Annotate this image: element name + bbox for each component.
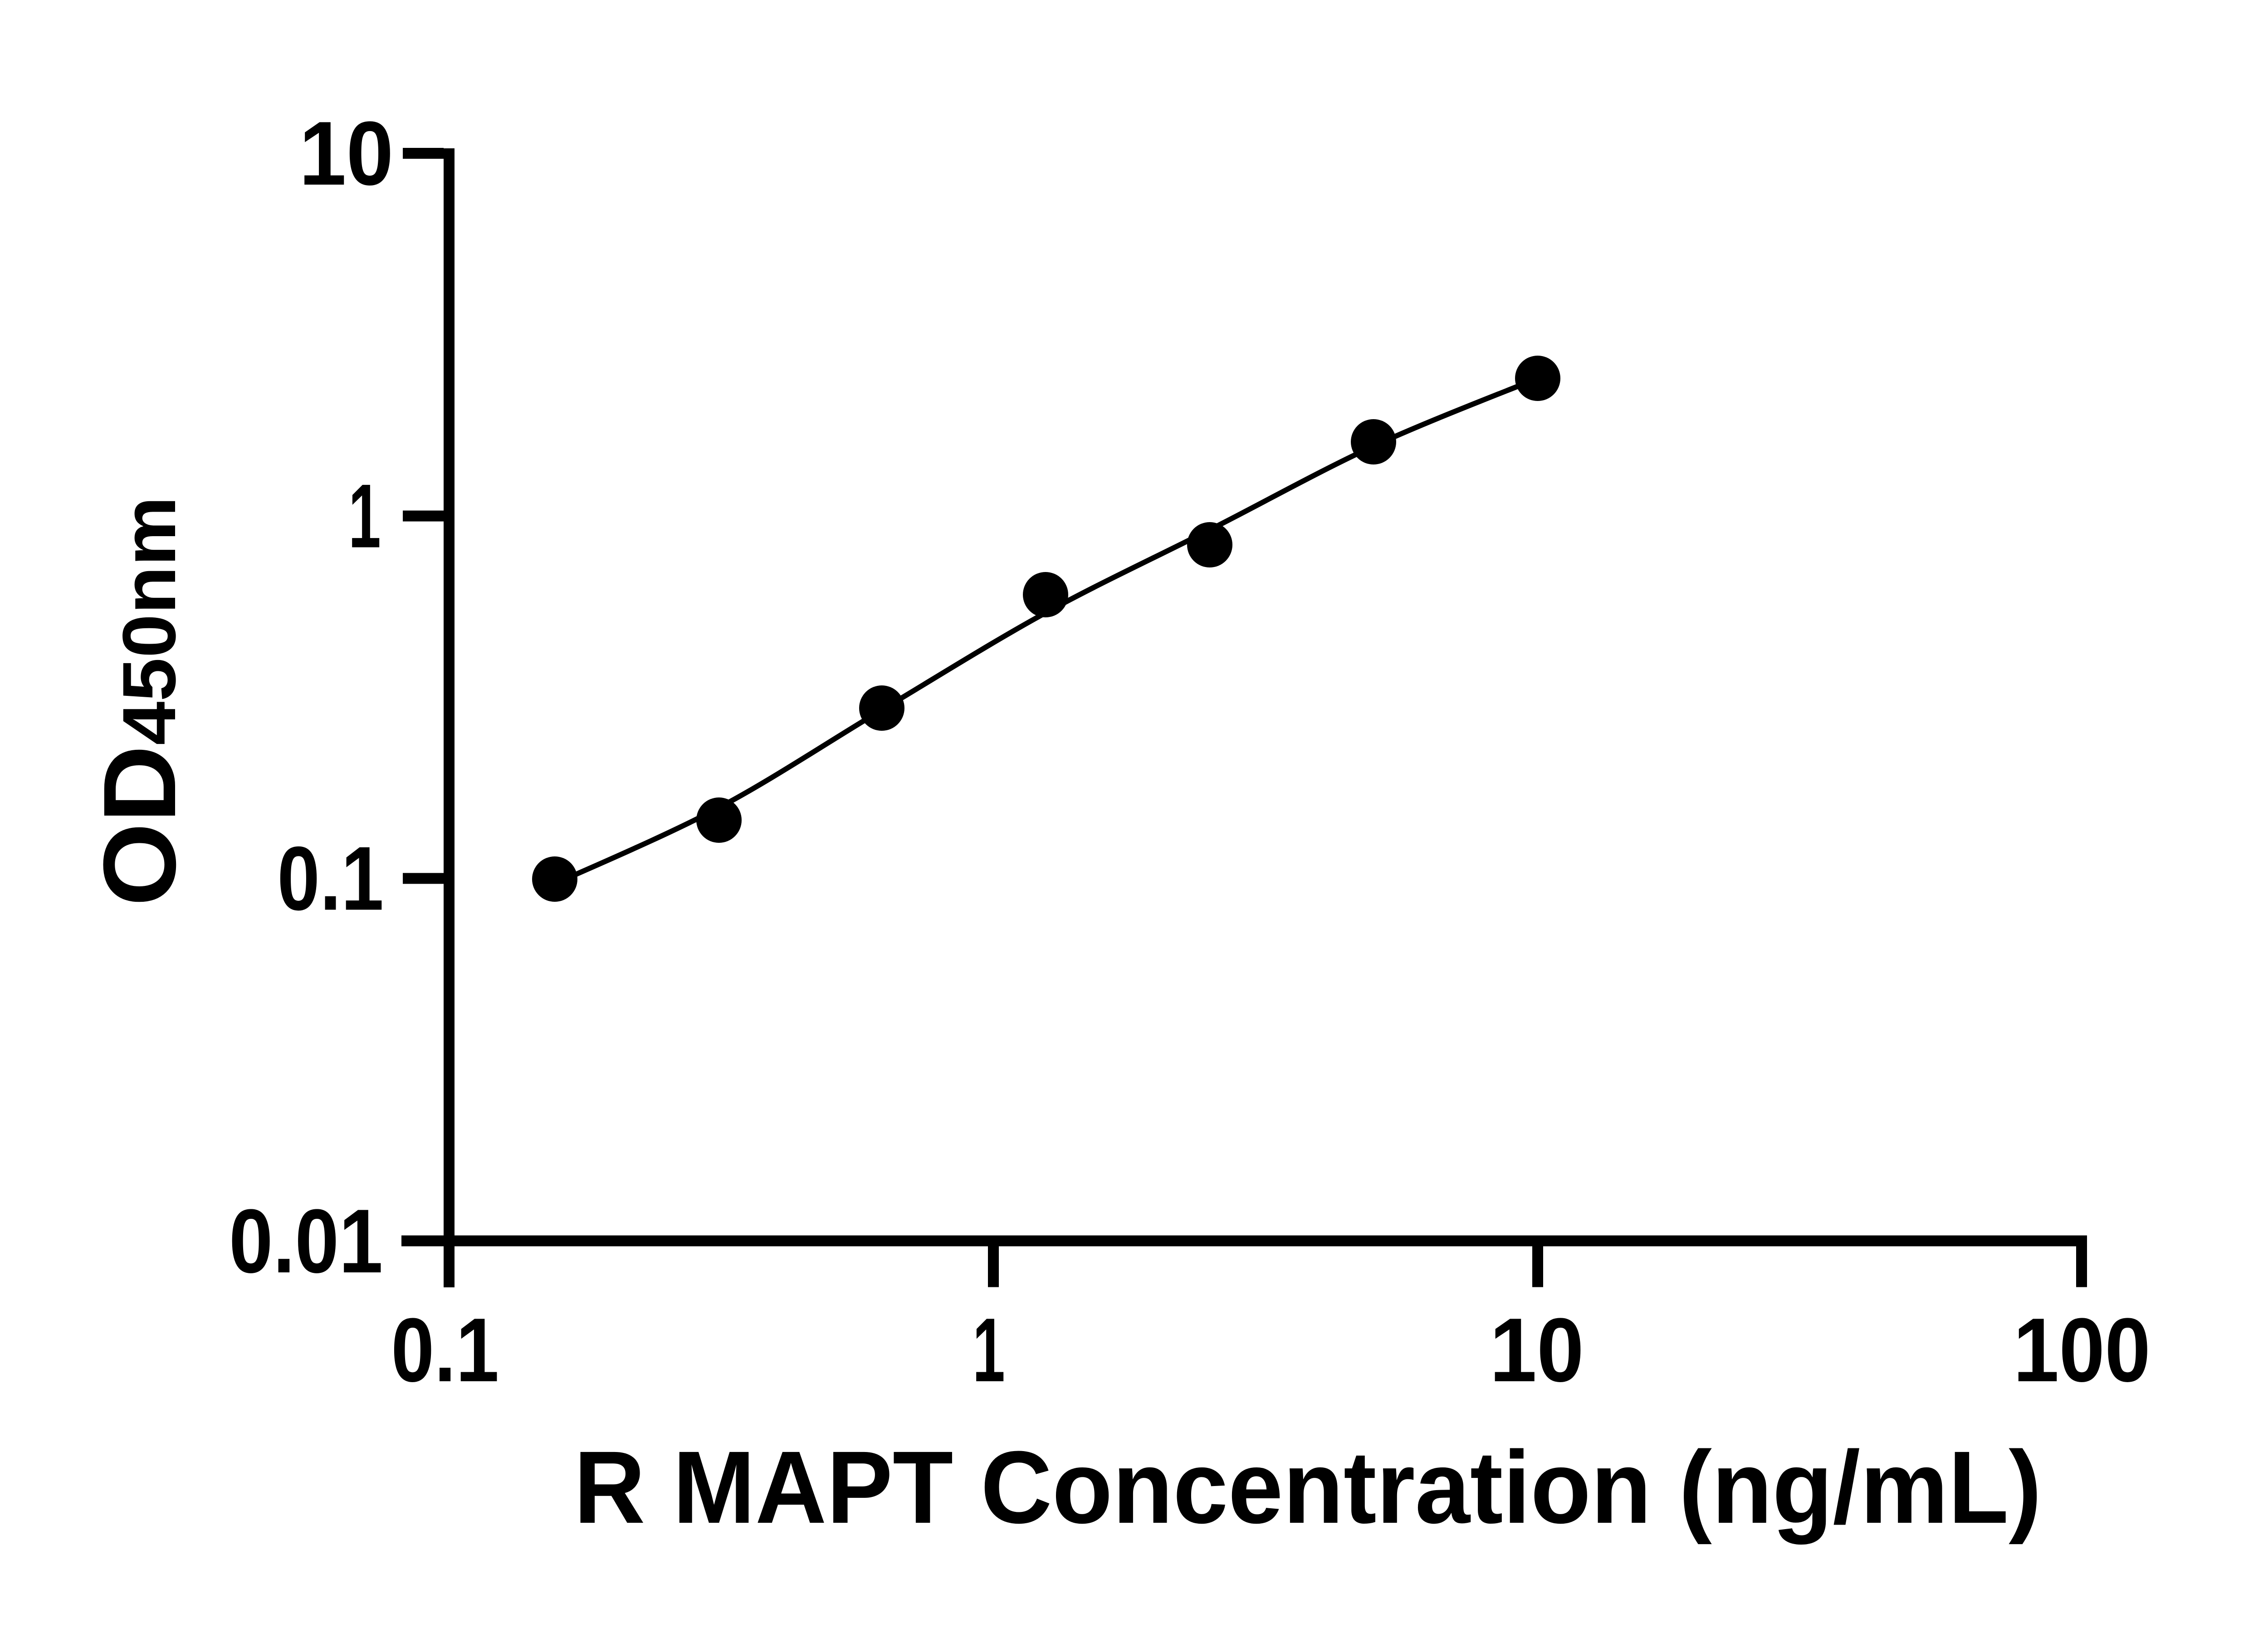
svg-text:0.1: 0.1	[277, 828, 384, 929]
svg-text:0.01: 0.01	[229, 1191, 383, 1292]
svg-text:1: 1	[348, 466, 381, 567]
svg-text:1: 1	[973, 1300, 1005, 1401]
svg-text:100: 100	[2013, 1300, 2151, 1401]
svg-text:0.1: 0.1	[391, 1300, 499, 1401]
svg-text:OD450nm: OD450nm	[83, 496, 197, 906]
svg-text:10: 10	[1490, 1300, 1584, 1401]
svg-text:10: 10	[299, 103, 393, 204]
svg-text:R MAPT Concentration (ng/mL): R MAPT Concentration (ng/mL)	[574, 1430, 2042, 1545]
